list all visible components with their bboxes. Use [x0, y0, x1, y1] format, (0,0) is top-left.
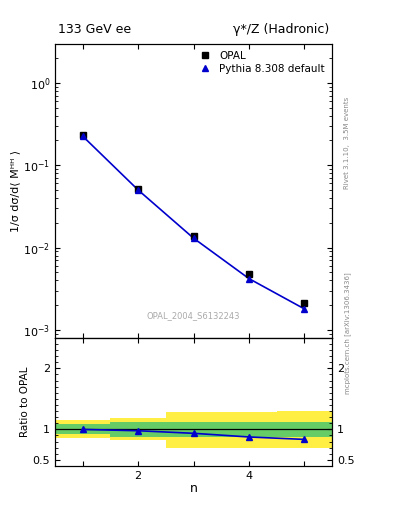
Text: γ*/Z (Hadronic): γ*/Z (Hadronic) [233, 23, 329, 36]
Legend: OPAL, Pythia 8.308 default: OPAL, Pythia 8.308 default [192, 49, 327, 76]
Text: mcplots.cern.ch [arXiv:1306.3436]: mcplots.cern.ch [arXiv:1306.3436] [344, 272, 351, 394]
OPAL [191, 232, 196, 239]
Pythia 8.308 default [136, 187, 141, 193]
OPAL [247, 271, 252, 277]
Y-axis label: 1/σ dσ/d⟨ Mᴴᴴ ⟩: 1/σ dσ/d⟨ Mᴴᴴ ⟩ [10, 150, 20, 232]
Text: 133 GeV ee: 133 GeV ee [58, 23, 131, 36]
Line: Pythia 8.308 default: Pythia 8.308 default [79, 133, 308, 312]
OPAL [81, 132, 85, 138]
Text: Rivet 3.1.10,  3.5M events: Rivet 3.1.10, 3.5M events [344, 97, 350, 189]
Pythia 8.308 default [81, 133, 85, 139]
X-axis label: n: n [189, 482, 198, 495]
Pythia 8.308 default [302, 306, 307, 312]
Line: OPAL: OPAL [79, 132, 308, 307]
Pythia 8.308 default [191, 235, 196, 241]
Text: OPAL_2004_S6132243: OPAL_2004_S6132243 [147, 311, 240, 321]
OPAL [302, 301, 307, 307]
Pythia 8.308 default [247, 275, 252, 282]
OPAL [136, 185, 141, 191]
Y-axis label: Ratio to OPAL: Ratio to OPAL [20, 367, 30, 437]
